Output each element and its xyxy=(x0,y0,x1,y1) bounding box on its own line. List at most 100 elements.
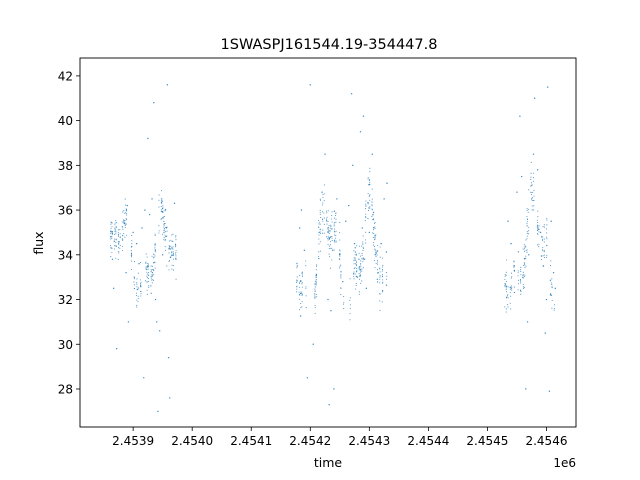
data-point xyxy=(316,264,318,266)
data-point xyxy=(119,241,121,243)
data-point xyxy=(166,227,168,229)
data-point xyxy=(382,281,384,283)
data-point xyxy=(296,285,298,287)
data-point xyxy=(527,233,529,235)
data-point xyxy=(117,241,119,243)
data-point xyxy=(374,221,376,223)
data-point xyxy=(122,239,124,241)
data-point xyxy=(359,271,361,273)
data-point xyxy=(126,210,128,212)
data-point xyxy=(172,233,174,235)
data-point xyxy=(111,235,113,237)
data-point xyxy=(124,204,127,206)
data-point xyxy=(369,206,371,208)
data-point xyxy=(530,191,532,193)
data-point xyxy=(358,293,360,295)
data-point xyxy=(520,175,523,178)
data-point xyxy=(115,241,117,243)
data-point xyxy=(296,265,298,267)
data-point xyxy=(323,217,325,219)
data-point xyxy=(111,237,113,239)
data-point xyxy=(319,211,321,213)
data-point xyxy=(334,221,336,224)
data-point xyxy=(158,230,160,232)
data-point xyxy=(354,251,356,253)
data-point xyxy=(528,208,530,210)
data-point xyxy=(318,257,320,259)
data-point xyxy=(334,228,336,230)
data-point xyxy=(511,272,513,274)
data-point xyxy=(335,214,337,217)
data-point xyxy=(163,210,165,212)
data-point xyxy=(369,171,371,173)
data-point xyxy=(136,304,138,306)
data-point xyxy=(158,199,160,201)
data-point xyxy=(162,217,164,219)
data-point xyxy=(526,249,528,251)
data-point xyxy=(126,212,128,214)
data-point xyxy=(318,255,320,257)
x-tick-label: 2.4541 xyxy=(230,434,272,448)
data-point xyxy=(319,213,321,215)
data-point xyxy=(504,275,506,277)
data-point xyxy=(296,262,298,264)
data-point xyxy=(119,236,121,238)
data-point xyxy=(151,198,153,200)
data-point xyxy=(299,292,302,295)
data-point xyxy=(353,263,355,265)
data-point xyxy=(349,297,351,299)
data-point xyxy=(154,234,156,237)
data-point xyxy=(146,263,148,265)
data-point xyxy=(365,242,367,244)
data-point xyxy=(146,275,148,277)
data-point xyxy=(323,193,325,195)
data-point xyxy=(381,270,383,272)
data-point xyxy=(327,227,329,229)
data-point xyxy=(550,260,552,262)
data-point xyxy=(328,232,330,234)
data-point xyxy=(299,281,301,283)
data-point xyxy=(377,281,379,283)
data-point xyxy=(365,287,368,290)
data-point xyxy=(381,289,384,291)
data-point xyxy=(133,284,135,286)
data-point xyxy=(145,280,147,282)
data-point xyxy=(382,266,384,268)
data-point xyxy=(527,211,529,213)
data-point xyxy=(543,224,545,226)
data-point xyxy=(164,240,166,242)
data-point xyxy=(315,284,317,286)
data-point xyxy=(506,297,508,299)
data-point xyxy=(379,246,381,248)
data-point xyxy=(111,233,114,235)
data-point xyxy=(147,277,150,280)
data-point xyxy=(140,285,142,287)
x-tick-label: 2.4546 xyxy=(525,434,567,448)
data-point xyxy=(367,218,369,220)
data-point xyxy=(147,274,150,276)
data-point xyxy=(371,215,373,218)
data-point xyxy=(160,201,162,203)
data-point xyxy=(361,254,363,256)
data-point xyxy=(299,298,301,300)
data-point xyxy=(363,258,366,260)
x-tick-label: 2.4545 xyxy=(466,434,508,448)
data-point xyxy=(172,251,174,253)
data-point xyxy=(153,262,155,264)
data-point xyxy=(361,245,363,247)
data-point xyxy=(353,250,355,252)
data-point xyxy=(331,211,333,213)
data-point xyxy=(137,301,139,303)
data-point xyxy=(345,220,347,222)
data-point xyxy=(326,216,328,218)
data-point xyxy=(166,84,169,86)
data-point xyxy=(158,232,160,234)
data-point xyxy=(115,225,117,227)
data-point xyxy=(328,237,330,239)
data-point xyxy=(298,286,300,288)
data-point xyxy=(383,198,385,200)
data-point xyxy=(510,295,512,297)
data-point xyxy=(358,291,360,293)
data-point xyxy=(349,313,351,315)
data-point xyxy=(353,278,355,280)
